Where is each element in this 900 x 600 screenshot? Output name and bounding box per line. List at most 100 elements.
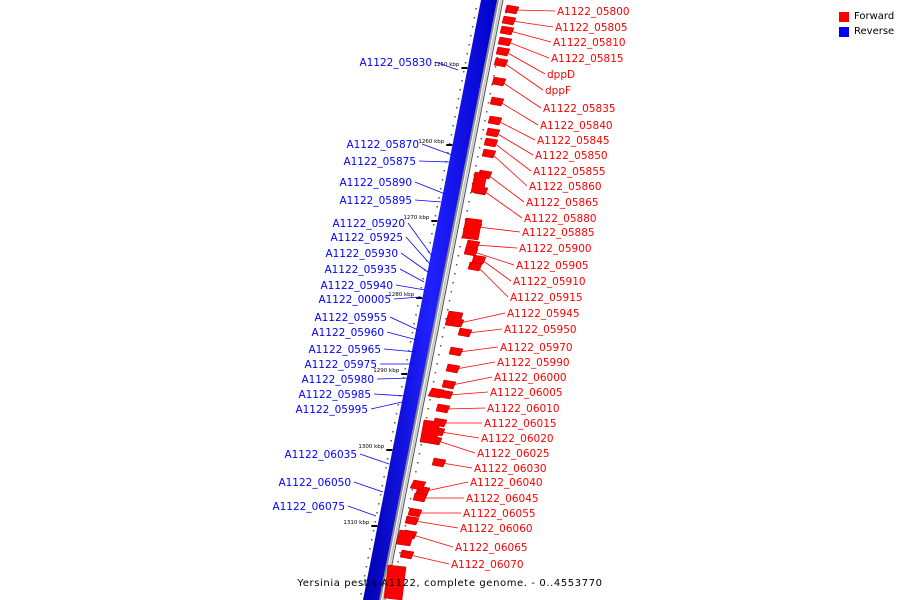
reverse-gene-label: A1122_05930 xyxy=(325,248,398,260)
reverse-gene-label: A1122_05935 xyxy=(324,264,397,276)
feature-dot xyxy=(439,345,442,347)
feature-dot xyxy=(376,512,378,514)
feature-dot xyxy=(459,246,461,248)
reverse-gene-leader xyxy=(376,377,413,380)
forward-gene-label: A1122_06070 xyxy=(451,559,524,571)
forward-gene-label: A1122_05815 xyxy=(551,53,624,65)
forward-gene-leader xyxy=(511,20,554,28)
forward-gene-label: A1122_06005 xyxy=(490,387,563,399)
forward-gene-leader xyxy=(493,142,532,172)
forward-gene-label: A1122_05865 xyxy=(526,197,599,209)
feature-dot xyxy=(362,584,364,586)
forward-gene-feature xyxy=(481,148,497,159)
backbone-line-outer xyxy=(379,0,499,600)
feature-dot xyxy=(466,53,469,55)
scale-tick-label: 1250 kbp xyxy=(433,62,459,68)
reverse-gene-leader xyxy=(418,160,450,163)
feature-dot xyxy=(425,417,428,419)
forward-gene-feature xyxy=(441,379,457,390)
feature-dot xyxy=(381,485,384,487)
feature-dot xyxy=(447,152,449,154)
forward-gene-label: A1122_05805 xyxy=(555,22,628,34)
forward-gene-label: A1122_05845 xyxy=(537,135,610,147)
feature-dot xyxy=(395,413,398,415)
forward-gene-feature xyxy=(471,254,487,265)
feature-dot xyxy=(454,273,456,275)
forward-gene-label: A1122_06010 xyxy=(487,403,560,415)
reverse-gene-leader xyxy=(347,505,377,517)
forward-gene-label: A1122_05800 xyxy=(557,6,630,18)
feature-dot xyxy=(436,363,438,365)
feature-dot xyxy=(493,75,495,77)
forward-gene-label: A1122_05835 xyxy=(543,103,616,115)
feature-dot xyxy=(385,467,387,469)
reverse-gene-label: A1122_05830 xyxy=(359,57,432,69)
feature-dot xyxy=(457,255,460,257)
forward-gene-leader xyxy=(499,101,539,126)
reverse-gene-label: A1122_06075 xyxy=(272,501,345,513)
feature-dot xyxy=(438,354,440,356)
feature-dot xyxy=(466,210,468,212)
reverse-gene-leader xyxy=(393,296,421,300)
legend: Forward Reverse xyxy=(839,9,894,39)
feature-dot xyxy=(406,359,408,361)
legend-label-reverse: Reverse xyxy=(854,26,895,37)
forward-gene-label: A1122_05880 xyxy=(524,213,597,225)
feature-dot xyxy=(418,453,421,455)
feature-dot xyxy=(461,80,463,82)
feature-dot xyxy=(505,12,507,14)
feature-dot xyxy=(417,305,419,307)
feature-dot xyxy=(408,350,410,352)
feature-dot xyxy=(434,215,437,217)
forward-swatch xyxy=(839,11,849,22)
feature-dot xyxy=(363,575,366,577)
reverse-gene-leader xyxy=(421,143,453,156)
reverse-gene-leader xyxy=(383,348,417,353)
feature-dot xyxy=(420,444,422,446)
reverse-gene-label: A1122_05920 xyxy=(332,218,405,230)
forward-gene-leader xyxy=(440,431,480,439)
forward-gene-feature xyxy=(495,46,511,57)
forward-gene-leader xyxy=(437,440,476,454)
forward-gene-label: dppD xyxy=(547,69,575,81)
reverse-gene-label: A1122_05980 xyxy=(301,374,374,386)
feature-dot xyxy=(367,557,369,559)
feature-dot xyxy=(369,548,371,550)
backbone-line-edge xyxy=(384,0,504,600)
forward-gene-block xyxy=(383,564,407,600)
forward-gene-leader xyxy=(503,62,544,91)
reverse-gene-leader xyxy=(389,316,419,331)
forward-gene-leader xyxy=(509,30,552,43)
forward-gene-leader xyxy=(412,534,454,548)
feature-dot xyxy=(487,102,490,104)
feature-dot xyxy=(489,93,491,95)
feature-dot xyxy=(408,507,410,509)
feature-dot xyxy=(429,242,431,244)
scale-ticks: 1250 kbp 1260 kbp 1270 kbp 1280 kbp 1290 kbp… xyxy=(343,62,468,527)
scale-tick-label: 1300 kbp xyxy=(358,444,384,450)
forward-gene-leader xyxy=(455,361,496,370)
feature-dot xyxy=(431,233,433,235)
feature-dot xyxy=(455,107,458,109)
feature-dot xyxy=(478,147,481,149)
forward-gene-leader xyxy=(483,190,523,219)
forward-gene-label: A1122_05990 xyxy=(497,357,570,369)
feature-dot xyxy=(434,372,437,374)
feature-dot xyxy=(404,368,407,370)
feature-dot xyxy=(464,62,467,64)
reverse-gene-leader xyxy=(414,199,442,203)
forward-gene-leader xyxy=(467,328,503,334)
forward-features: A1122_05800 A1122_05805 A1122_05810 A1122_0… xyxy=(383,4,630,600)
feature-dot xyxy=(392,431,394,433)
feature-dot xyxy=(429,399,431,401)
feature-dot xyxy=(445,318,447,320)
feature-dot xyxy=(443,327,445,329)
forward-gene-leader xyxy=(507,41,550,59)
reverse-gene-leader xyxy=(405,236,431,265)
forward-gene-leader xyxy=(501,81,542,109)
feature-dot xyxy=(448,300,451,302)
scale-tick-label: 1280 kbp xyxy=(388,292,414,298)
forward-gene-block xyxy=(409,479,427,491)
feature-dot xyxy=(370,539,373,541)
forward-gene-label: A1122_05885 xyxy=(522,227,595,239)
